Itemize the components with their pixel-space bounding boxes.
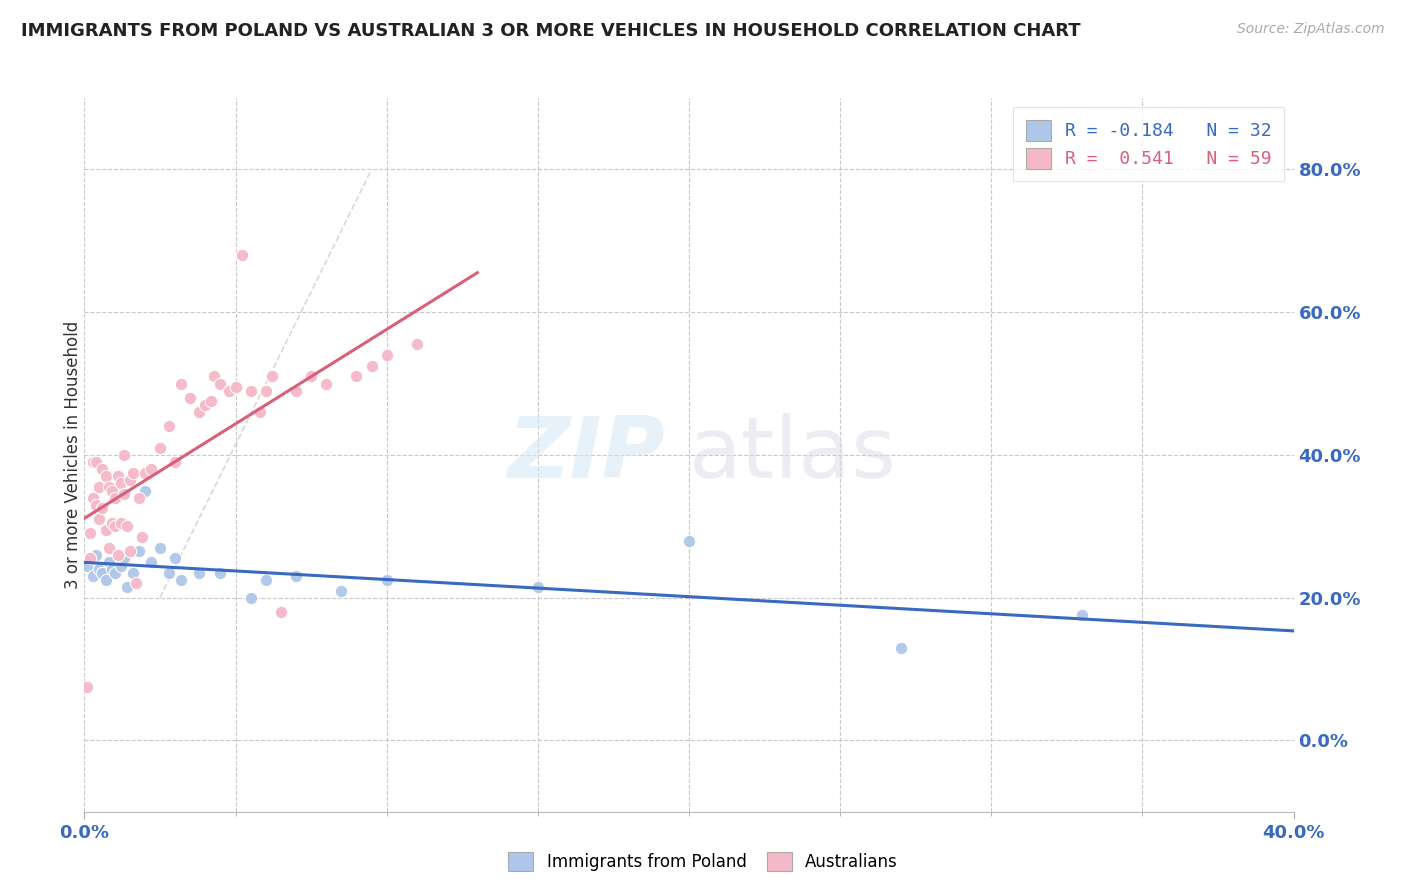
Point [76, 558, 98, 573]
Point [157, 566, 180, 580]
Point [91, 501, 114, 516]
Point [100, 516, 122, 530]
Point [134, 483, 156, 498]
Legend: Immigrants from Poland, Australians: Immigrants from Poland, Australians [501, 843, 905, 880]
Point [209, 566, 232, 580]
Text: atlas: atlas [689, 413, 897, 497]
Point [131, 530, 153, 544]
Point [82, 491, 104, 505]
Point [299, 369, 322, 384]
Point [82, 455, 104, 469]
Point [285, 384, 308, 398]
Point [94, 469, 117, 483]
Point [254, 384, 277, 398]
Point [239, 384, 262, 398]
Point [346, 369, 368, 384]
Point [100, 483, 122, 498]
Legend: R = -0.184   N = 32, R =  0.541   N = 59: R = -0.184 N = 32, R = 0.541 N = 59 [1012, 107, 1285, 181]
Point [118, 473, 141, 487]
Point [315, 376, 337, 391]
Point [128, 491, 150, 505]
Point [209, 376, 232, 391]
Point [188, 566, 211, 580]
Point [97, 541, 120, 555]
Point [91, 462, 114, 476]
Point [149, 541, 172, 555]
Text: ZIP: ZIP [508, 413, 665, 497]
Text: IMMIGRANTS FROM POLAND VS AUSTRALIAN 3 OR MORE VEHICLES IN HOUSEHOLD CORRELATION: IMMIGRANTS FROM POLAND VS AUSTRALIAN 3 O… [21, 22, 1081, 40]
Point [110, 476, 132, 491]
Point [82, 569, 104, 583]
Y-axis label: 3 or more Vehicles in Household: 3 or more Vehicles in Household [65, 321, 82, 589]
Point [104, 519, 127, 533]
Point [110, 558, 132, 573]
Point [139, 462, 162, 476]
Point [107, 469, 129, 483]
Point [115, 519, 138, 533]
Point [1071, 608, 1094, 623]
Point [128, 544, 150, 558]
Point [239, 591, 262, 605]
Point [121, 566, 143, 580]
Point [86, 548, 108, 562]
Point [249, 405, 271, 419]
Point [375, 348, 398, 362]
Point [260, 369, 283, 384]
Point [139, 555, 162, 569]
Point [330, 583, 353, 598]
Text: Source: ZipAtlas.com: Source: ZipAtlas.com [1237, 22, 1385, 37]
Point [890, 640, 912, 655]
Point [79, 551, 101, 566]
Point [79, 551, 101, 566]
Point [406, 337, 429, 351]
Point [202, 369, 225, 384]
Point [165, 551, 187, 566]
Point [157, 419, 180, 434]
Point [100, 562, 122, 576]
Point [89, 480, 111, 494]
Point [170, 573, 193, 587]
Point [678, 533, 700, 548]
Point [94, 573, 117, 587]
Point [134, 466, 156, 480]
Point [254, 573, 277, 587]
Point [225, 380, 247, 394]
Point [121, 466, 143, 480]
Point [112, 448, 135, 462]
Point [89, 512, 111, 526]
Point [110, 516, 132, 530]
Point [200, 394, 222, 409]
Point [231, 248, 253, 262]
Point [107, 548, 129, 562]
Point [112, 551, 135, 566]
Point [149, 441, 172, 455]
Point [194, 398, 217, 412]
Point [104, 491, 127, 505]
Point [89, 562, 111, 576]
Point [188, 405, 211, 419]
Point [218, 384, 240, 398]
Point [527, 580, 550, 594]
Point [112, 487, 135, 501]
Point [79, 526, 101, 541]
Point [360, 359, 382, 373]
Point [270, 605, 292, 619]
Point [97, 480, 120, 494]
Point [165, 455, 187, 469]
Point [375, 573, 398, 587]
Point [285, 569, 308, 583]
Point [97, 555, 120, 569]
Point [86, 455, 108, 469]
Point [76, 680, 98, 694]
Point [118, 544, 141, 558]
Point [86, 498, 108, 512]
Point [94, 523, 117, 537]
Point [91, 566, 114, 580]
Point [170, 376, 193, 391]
Point [125, 576, 148, 591]
Point [179, 391, 201, 405]
Point [115, 580, 138, 594]
Point [104, 566, 127, 580]
